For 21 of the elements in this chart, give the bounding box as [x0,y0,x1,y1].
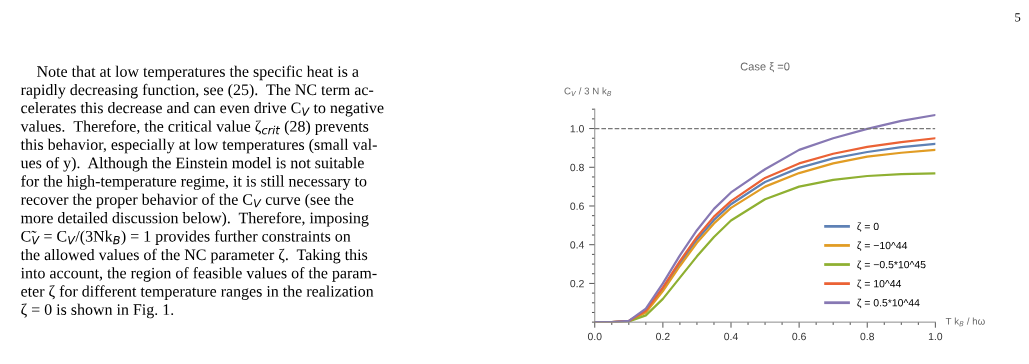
text: 5 [1015,13,1021,22]
y-tick-label: 1.0 [570,125,584,133]
x-tick-label: 0.8 [860,332,875,341]
x-tick-label: 0.2 [656,332,670,341]
x-tick-label: 0.6 [792,332,806,341]
chart-title: Case ξ =0 [740,62,790,73]
legend-label: ζ = −10^44 [857,241,908,251]
legend-label: ζ = −0.5*10^45 [857,260,926,270]
text: Note that at low temperatures the specific heat is a rapidly decreasing function, see (25). The NC term ac- celerates this decrease and can even drive C$_{V}$ to negative values. Therefore, the critical value ζ$_{crit}$ (28) prevents this behavior, especially at low temperatures (small val- ues of y). Although the Einstein model is not suitable for the high-temperature regime, it is still necessary to recover the proper behavior of the C$_{V}$ curve (see the more detailed discussion below). Therefore, imposing C̃$_{V}$ = C$_{V}$/(3Nk$_{B}$) = 1 provides further constraints on the allowed values of the NC parameter ζ. Taking this into account, the region of feasible values of the param- eter ζ for different temperature ranges in the realization ζ = 0 is shown in Fig. 1. [20,65,384,319]
x-tick-label: 0.4 [724,332,738,341]
y-axis-title: C$_{V}$ / 3 N k$_{B}$ [564,87,612,96]
y-tick-label: 0.6 [570,202,584,210]
legend-label: ζ = 0 [857,222,879,232]
x-axis-title: T k$_{B}$ / hω [945,317,985,327]
y-tick-label: 0.8 [570,163,584,172]
x-tick-label: 1.0 [928,332,943,341]
legend-label: ζ = 10^44 [857,279,902,290]
y-tick-label: 0.2 [570,279,584,288]
x-tick-label: 0.0 [587,332,602,341]
legend-label: ζ = 0.5*10^44 [857,298,920,309]
y-tick-label: 0.4 [570,241,585,249]
